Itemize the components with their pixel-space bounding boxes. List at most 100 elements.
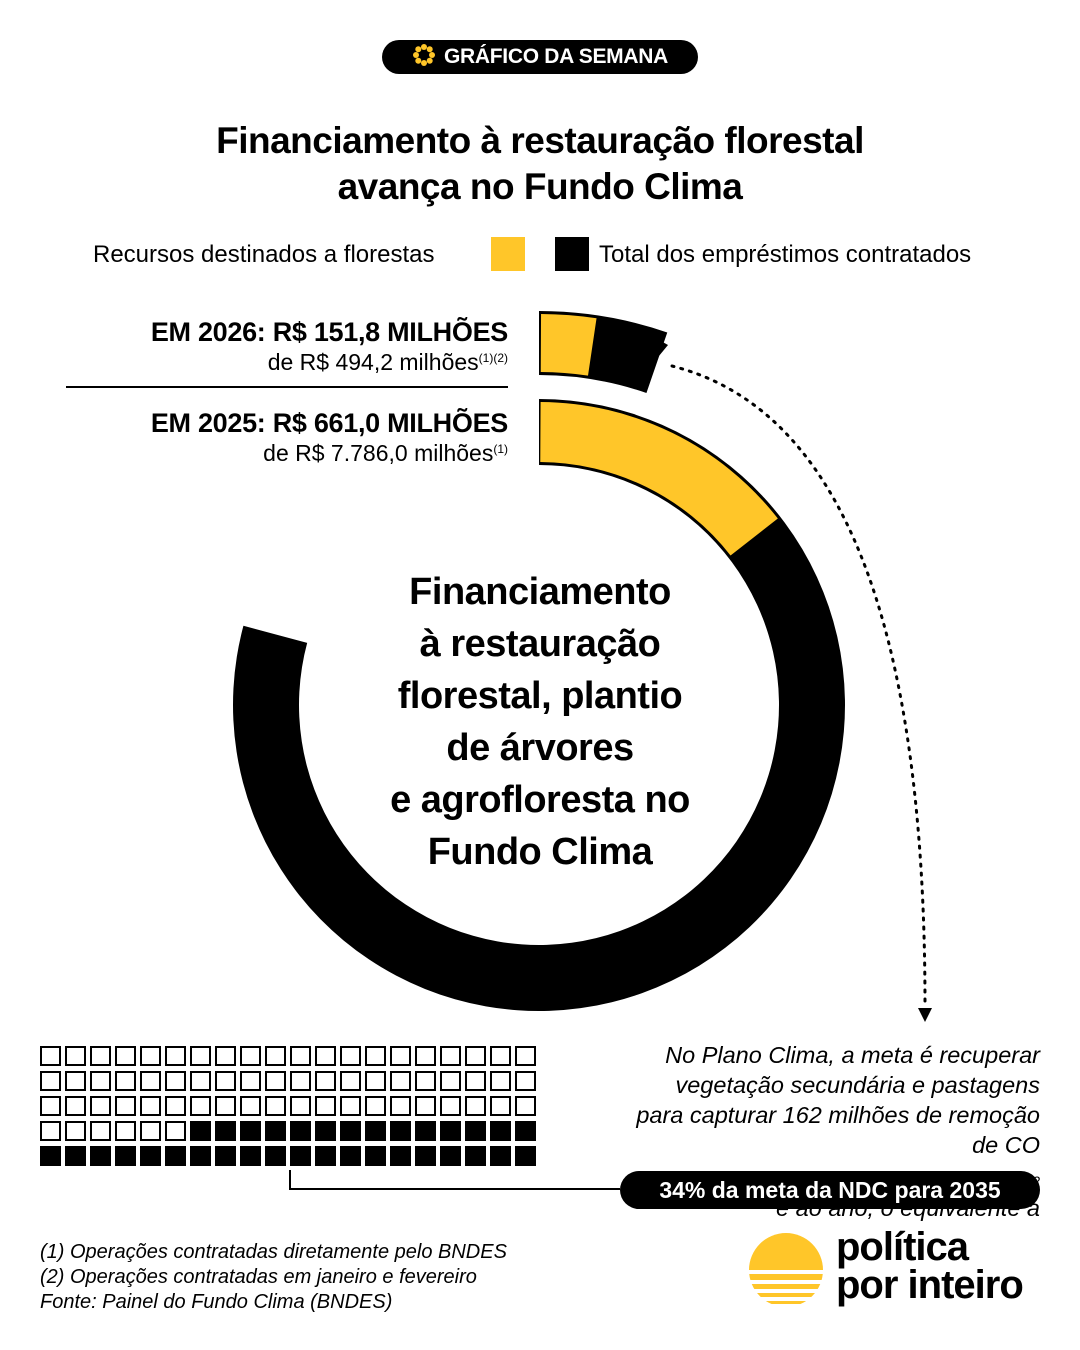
title-line-1: Financiamento à restauração florestal bbox=[216, 120, 864, 161]
arc-florestas-2026 bbox=[540, 314, 597, 376]
waffle-cell bbox=[315, 1096, 336, 1116]
ring-center-text: Financiamento à restauração florestal, p… bbox=[340, 566, 740, 878]
waffle-cell bbox=[165, 1121, 186, 1141]
waffle-cell bbox=[465, 1046, 486, 1066]
waffle-cell bbox=[90, 1046, 111, 1066]
waffle-cell bbox=[240, 1096, 261, 1116]
waffle-cell bbox=[390, 1071, 411, 1091]
waffle-cell bbox=[90, 1096, 111, 1116]
waffle-cell bbox=[290, 1046, 311, 1066]
waffle-cell bbox=[90, 1146, 111, 1166]
center-line-1: Financiamento bbox=[409, 571, 671, 613]
waffle-cell bbox=[190, 1121, 211, 1141]
waffle-cell bbox=[440, 1071, 461, 1091]
waffle-cell bbox=[290, 1071, 311, 1091]
waffle-cell bbox=[90, 1121, 111, 1141]
legend-swatch-florestas bbox=[491, 237, 525, 271]
waffle-cell bbox=[265, 1071, 286, 1091]
chart-title: Financiamento à restauração florestal av… bbox=[0, 118, 1080, 210]
waffle-cell bbox=[365, 1096, 386, 1116]
waffle-cell bbox=[65, 1146, 86, 1166]
waffle-cell bbox=[190, 1071, 211, 1091]
waffle-cell bbox=[290, 1146, 311, 1166]
waffle-cell bbox=[315, 1146, 336, 1166]
waffle-cell bbox=[40, 1096, 61, 1116]
legend-label-total: Total dos empréstimos contratados bbox=[599, 241, 972, 268]
waffle-cell bbox=[115, 1096, 136, 1116]
waffle-cell bbox=[515, 1071, 536, 1091]
waffle-cell bbox=[465, 1121, 486, 1141]
brand-line-2: por inteiro bbox=[836, 1263, 1024, 1307]
waffle-cell bbox=[490, 1146, 511, 1166]
arc-2026-tip bbox=[652, 336, 668, 362]
waffle-cell bbox=[215, 1071, 236, 1091]
waffle-cell bbox=[515, 1046, 536, 1066]
waffle-cell bbox=[115, 1046, 136, 1066]
waffle-cell bbox=[215, 1096, 236, 1116]
arc-florestas-2025 bbox=[540, 402, 778, 556]
waffle-cell bbox=[515, 1146, 536, 1166]
waffle-cell bbox=[415, 1146, 436, 1166]
center-line-5: e agrofloresta no bbox=[390, 779, 690, 821]
waffle-cell bbox=[515, 1121, 536, 1141]
waffle-cell bbox=[115, 1121, 136, 1141]
waffle-cell bbox=[340, 1096, 361, 1116]
waffle-cell bbox=[490, 1046, 511, 1066]
connector-arrowhead-icon bbox=[918, 1008, 932, 1022]
footnote-2: (2) Operações contratadas em janeiro e f… bbox=[40, 1266, 477, 1288]
waffle-cell bbox=[440, 1121, 461, 1141]
waffle-cell bbox=[440, 1096, 461, 1116]
title-line-2: avança no Fundo Clima bbox=[337, 166, 743, 207]
waffle-cell bbox=[240, 1121, 261, 1141]
waffle-cell bbox=[440, 1046, 461, 1066]
waffle-cell bbox=[365, 1121, 386, 1141]
waffle-cell bbox=[40, 1121, 61, 1141]
sunflower-icon bbox=[412, 43, 436, 72]
waffle-cell bbox=[190, 1046, 211, 1066]
label-2026-refs: (1)(2) bbox=[478, 351, 508, 365]
waffle-cell bbox=[340, 1071, 361, 1091]
waffle-bracket bbox=[289, 1170, 620, 1190]
waffle-cell bbox=[390, 1046, 411, 1066]
waffle-cell bbox=[265, 1121, 286, 1141]
waffle-cell bbox=[390, 1096, 411, 1116]
waffle-cell bbox=[315, 1121, 336, 1141]
dotted-connector bbox=[670, 364, 927, 1007]
label-2026-headline: EM 2026: R$ 151,8 MILHÕES bbox=[150, 317, 508, 347]
center-line-4: de árvores bbox=[446, 727, 634, 769]
waffle-cell bbox=[190, 1096, 211, 1116]
waffle-cell bbox=[215, 1146, 236, 1166]
waffle-cell bbox=[490, 1071, 511, 1091]
waffle-cell bbox=[65, 1121, 86, 1141]
label-2025-sub: de R$ 7.786,0 milhões(1) bbox=[263, 440, 508, 466]
waffle-cell bbox=[140, 1071, 161, 1091]
waffle-cell bbox=[465, 1146, 486, 1166]
waffle-cell bbox=[415, 1046, 436, 1066]
year-divider bbox=[66, 386, 508, 388]
waffle-cell bbox=[415, 1096, 436, 1116]
waffle-cell bbox=[265, 1146, 286, 1166]
note-line-2: vegetação secundária e pastagens bbox=[675, 1072, 1040, 1098]
waffle-cell bbox=[40, 1146, 61, 1166]
waffle-cell bbox=[390, 1121, 411, 1141]
footnotes: (1) Operações contratadas diretamente pe… bbox=[40, 1240, 640, 1315]
waffle-cell bbox=[240, 1146, 261, 1166]
section-badge: GRÁFICO DA SEMANA bbox=[382, 40, 698, 74]
waffle-cell bbox=[165, 1046, 186, 1066]
waffle-cell bbox=[365, 1071, 386, 1091]
waffle-cell bbox=[290, 1121, 311, 1141]
label-2025-refs: (1) bbox=[493, 442, 508, 456]
waffle-cell bbox=[90, 1071, 111, 1091]
badge-label: GRÁFICO DA SEMANA bbox=[444, 45, 668, 68]
legend-swatch-total bbox=[555, 237, 589, 271]
waffle-cell bbox=[365, 1046, 386, 1066]
waffle-cell bbox=[140, 1121, 161, 1141]
waffle-cell bbox=[215, 1121, 236, 1141]
waffle-cell bbox=[40, 1046, 61, 1066]
waffle-cell bbox=[340, 1146, 361, 1166]
waffle-cell bbox=[115, 1071, 136, 1091]
footnote-source: Fonte: Painel do Fundo Clima (BNDES) bbox=[40, 1291, 393, 1313]
waffle-cell bbox=[40, 1071, 61, 1091]
center-line-3: florestal, plantio bbox=[397, 675, 683, 717]
